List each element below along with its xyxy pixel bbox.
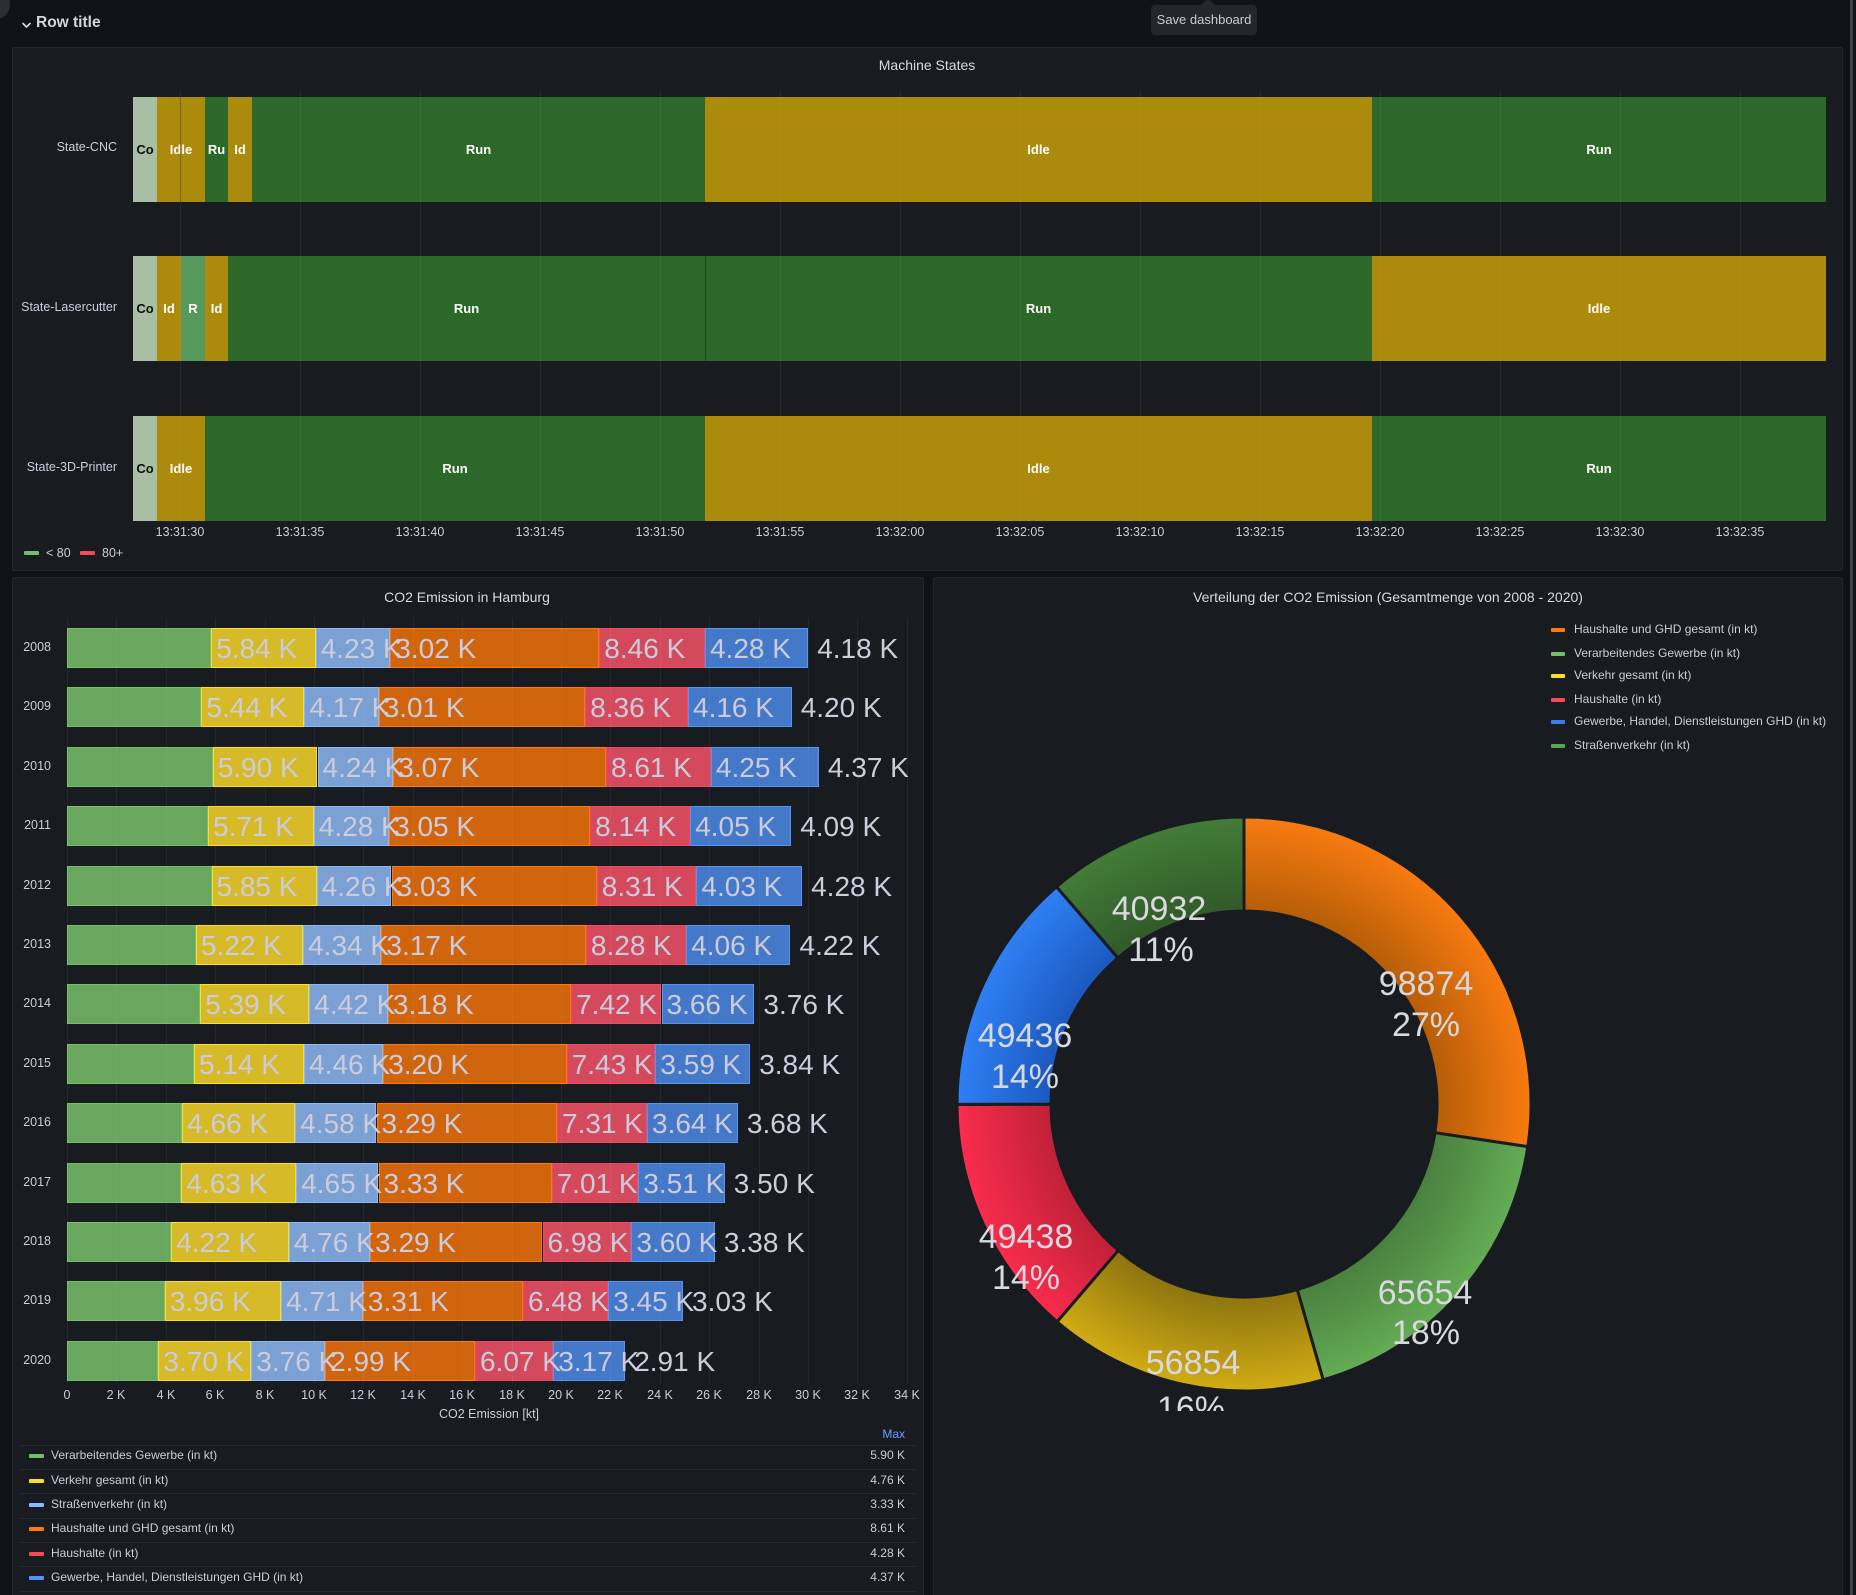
svg-text:14%: 14% — [991, 1058, 1059, 1096]
svg-text:65654: 65654 — [1378, 1274, 1473, 1312]
svg-text:40932: 40932 — [1112, 890, 1207, 928]
svg-text:49438: 49438 — [979, 1218, 1074, 1256]
svg-text:98874: 98874 — [1379, 965, 1474, 1003]
svg-text:16%: 16% — [1157, 1390, 1225, 1411]
svg-text:27%: 27% — [1392, 1006, 1460, 1044]
svg-text:18%: 18% — [1392, 1314, 1460, 1352]
svg-text:49436: 49436 — [978, 1017, 1073, 1055]
svg-text:11%: 11% — [1128, 931, 1194, 969]
svg-text:14%: 14% — [992, 1259, 1060, 1297]
svg-text:56854: 56854 — [1146, 1344, 1241, 1382]
